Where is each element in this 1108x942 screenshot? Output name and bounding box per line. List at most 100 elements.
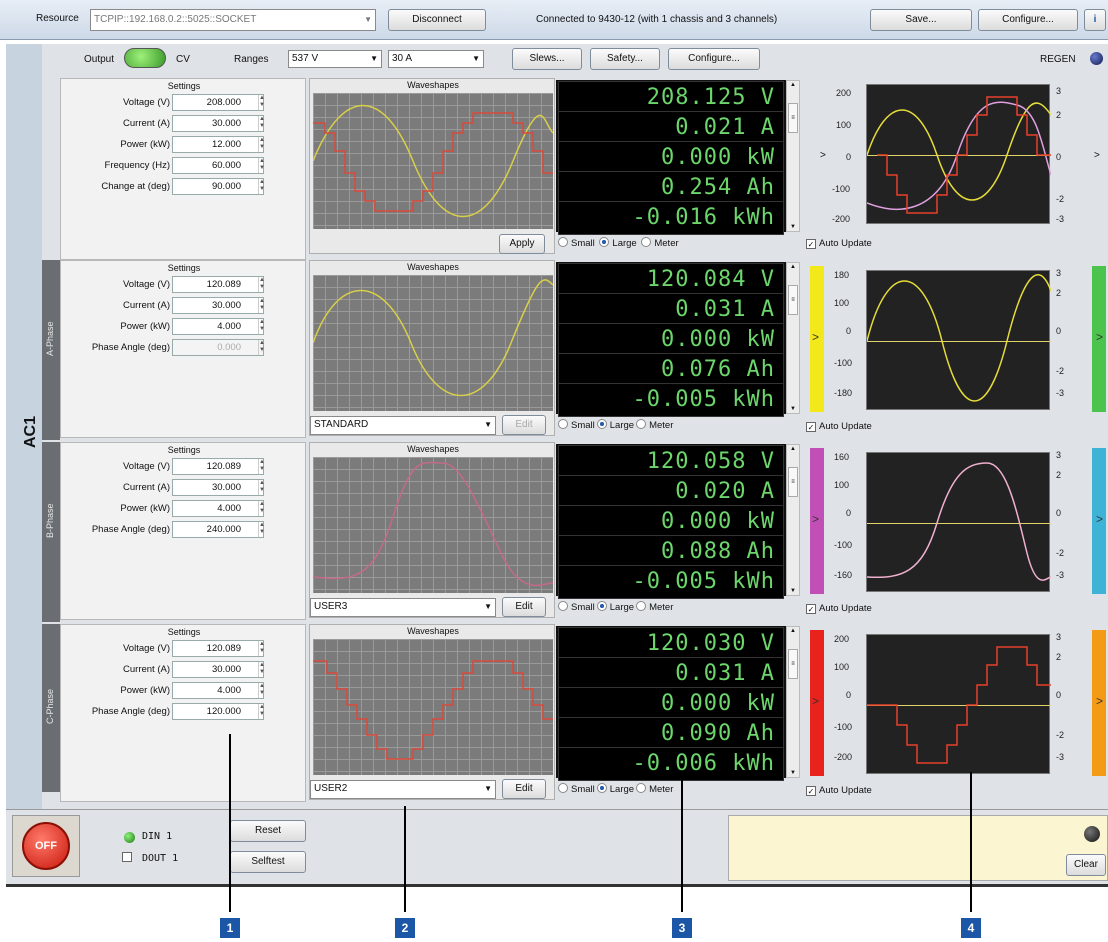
info-icon[interactable]: i — [1084, 9, 1106, 31]
voltage-input[interactable]: 120.089 — [172, 640, 264, 657]
spinner-icon[interactable]: ▲ ▼ — [258, 298, 265, 313]
auto-update-checkbox[interactable]: ✓ Auto Update — [806, 238, 872, 249]
frequency-input[interactable]: 60.000 — [172, 157, 264, 174]
spinner-icon[interactable]: ▲ ▼ — [258, 641, 265, 656]
auto-update-checkbox[interactable]: ✓ Auto Update — [806, 421, 872, 432]
auto-update-checkbox[interactable]: ✓ Auto Update — [806, 785, 872, 796]
edit-button[interactable]: Edit — [502, 597, 546, 617]
voltage-input[interactable]: 120.089 — [172, 458, 264, 475]
power-input[interactable]: 12.000 — [172, 136, 264, 153]
scope-arrow-icon[interactable]: > — [1094, 150, 1100, 161]
spinner-icon[interactable]: ▲ ▼ — [258, 683, 265, 698]
phase-setting-row: Current (A) 30.000 ▲ ▼ — [0, 297, 310, 315]
slews-button[interactable]: Slews... — [512, 48, 582, 70]
spinner-icon[interactable]: ▲ ▼ — [258, 340, 265, 355]
spinner-icon[interactable]: ▲ ▼ — [258, 116, 265, 131]
safety-button[interactable]: Safety... — [590, 48, 660, 70]
spinner-icon[interactable]: ▲ ▼ — [258, 158, 265, 173]
phase-setting-row: Phase Angle (deg) 120.000 ▲ ▼ — [0, 703, 310, 721]
selftest-button[interactable]: Selftest — [230, 851, 306, 873]
scope-arrow-icon[interactable]: > — [812, 694, 820, 708]
large-radio[interactable] — [596, 601, 607, 611]
phase-angle-input[interactable]: 0.000 — [172, 339, 264, 356]
chevron-down-icon: ▼ — [364, 15, 372, 24]
spinner-icon[interactable]: ▲ ▼ — [258, 137, 265, 152]
waveshape-select[interactable]: USER2 ▼ — [310, 780, 496, 799]
callout-line — [229, 734, 231, 912]
apply-button[interactable]: Apply — [499, 234, 545, 254]
main-meter: 208.125 V 0.021 A 0.000 kW 0.254 Ah -0.0… — [556, 80, 786, 235]
off-button[interactable]: OFF — [22, 822, 70, 870]
main-setting-row: Current (A) 30.000 ▲ ▼ — [0, 115, 310, 133]
meter-radio[interactable] — [636, 601, 647, 611]
display-options: Small Large Meter — [556, 419, 806, 435]
meter-voltage: 120.058 V — [558, 445, 784, 479]
current-input[interactable]: 30.000 — [172, 115, 264, 132]
waveshape-select[interactable]: USER3 ▼ — [310, 598, 496, 617]
meter-scrollbar[interactable]: ▲ ≡ ▼ — [786, 626, 800, 778]
disconnect-button[interactable]: Disconnect — [388, 9, 486, 31]
output-toggle[interactable] — [124, 48, 166, 68]
channel-color-bar: > — [810, 448, 824, 594]
spinner-icon[interactable]: ▲ ▼ — [258, 95, 265, 110]
phase-angle-input[interactable]: 240.000 — [172, 521, 264, 538]
meter-scrollbar[interactable]: ▲ ≡ ▼ — [786, 80, 800, 232]
meter-voltage: 120.084 V — [558, 263, 784, 297]
auto-update-checkbox[interactable]: ✓ Auto Update — [806, 603, 872, 614]
phase-meter: 120.058 V 0.020 A 0.000 kW 0.088 Ah -0.005 k… — [556, 444, 786, 599]
clear-button[interactable]: Clear — [1066, 854, 1106, 876]
controls-configure-button[interactable]: Configure... — [668, 48, 760, 70]
meter-amp-hours: 0.090 Ah — [558, 717, 784, 751]
edit-button[interactable]: Edit — [502, 415, 546, 435]
callout-2: 2 — [395, 918, 415, 938]
configure-button[interactable]: Configure... — [978, 9, 1078, 31]
meter-radio[interactable] — [636, 783, 647, 793]
large-radio[interactable] — [596, 783, 607, 793]
small-radio[interactable] — [558, 237, 568, 247]
spinner-icon[interactable]: ▲ ▼ — [258, 319, 265, 334]
current-range-select[interactable]: 30 A ▼ — [388, 50, 484, 68]
small-radio[interactable] — [558, 419, 568, 429]
spinner-icon[interactable]: ▲ ▼ — [258, 522, 265, 537]
save-button[interactable]: Save... — [870, 9, 972, 31]
large-radio[interactable] — [599, 237, 610, 247]
meter-radio[interactable] — [636, 419, 647, 429]
spinner-icon[interactable]: ▲ ▼ — [258, 459, 265, 474]
small-radio[interactable] — [558, 783, 568, 793]
scope-arrow-icon[interactable]: > — [812, 512, 820, 526]
current-input[interactable]: 30.000 — [172, 297, 264, 314]
large-radio[interactable] — [596, 419, 607, 429]
scope-arrow-icon[interactable]: > — [1096, 512, 1104, 526]
power-input[interactable]: 4.000 — [172, 500, 264, 517]
waveshape-select[interactable]: STANDARD ▼ — [310, 416, 496, 435]
scope-arrow-icon[interactable]: > — [1096, 694, 1104, 708]
spinner-icon[interactable]: ▲ ▼ — [258, 704, 265, 719]
current-input[interactable]: 30.000 — [172, 479, 264, 496]
reset-button[interactable]: Reset — [230, 820, 306, 842]
spinner-icon[interactable]: ▲ ▼ — [258, 179, 265, 194]
current-input[interactable]: 30.000 — [172, 661, 264, 678]
spinner-icon[interactable]: ▲ ▼ — [258, 662, 265, 677]
voltage-input[interactable]: 120.089 — [172, 276, 264, 293]
edit-button[interactable]: Edit — [502, 779, 546, 799]
spinner-icon[interactable]: ▲ ▼ — [258, 480, 265, 495]
small-radio[interactable] — [558, 601, 568, 611]
chevron-down-icon: ▼ — [484, 420, 492, 429]
voltage-input[interactable]: 208.000 — [172, 94, 264, 111]
meter-radio[interactable] — [641, 237, 652, 247]
power-input[interactable]: 4.000 — [172, 682, 264, 699]
power-input[interactable]: 4.000 — [172, 318, 264, 335]
change-angle-input[interactable]: 90.000 — [172, 178, 264, 195]
spinner-icon[interactable]: ▲ ▼ — [258, 277, 265, 292]
meter-scrollbar[interactable]: ▲ ≡ ▼ — [786, 262, 800, 414]
voltage-range-select[interactable]: 537 V ▼ — [288, 50, 382, 68]
resource-select[interactable]: TCPIP::192.168.0.2::5025::SOCKET ▼ — [90, 9, 376, 31]
scope-arrow-icon[interactable]: > — [820, 150, 826, 161]
meter-amp-hours: 0.076 Ah — [558, 353, 784, 387]
spinner-icon[interactable]: ▲ ▼ — [258, 501, 265, 516]
scope-arrow-icon[interactable]: > — [1096, 330, 1104, 344]
meter-scrollbar[interactable]: ▲ ≡ ▼ — [786, 444, 800, 596]
dout-checkbox[interactable] — [122, 852, 132, 862]
phase-angle-input[interactable]: 120.000 — [172, 703, 264, 720]
scope-arrow-icon[interactable]: > — [812, 330, 820, 344]
